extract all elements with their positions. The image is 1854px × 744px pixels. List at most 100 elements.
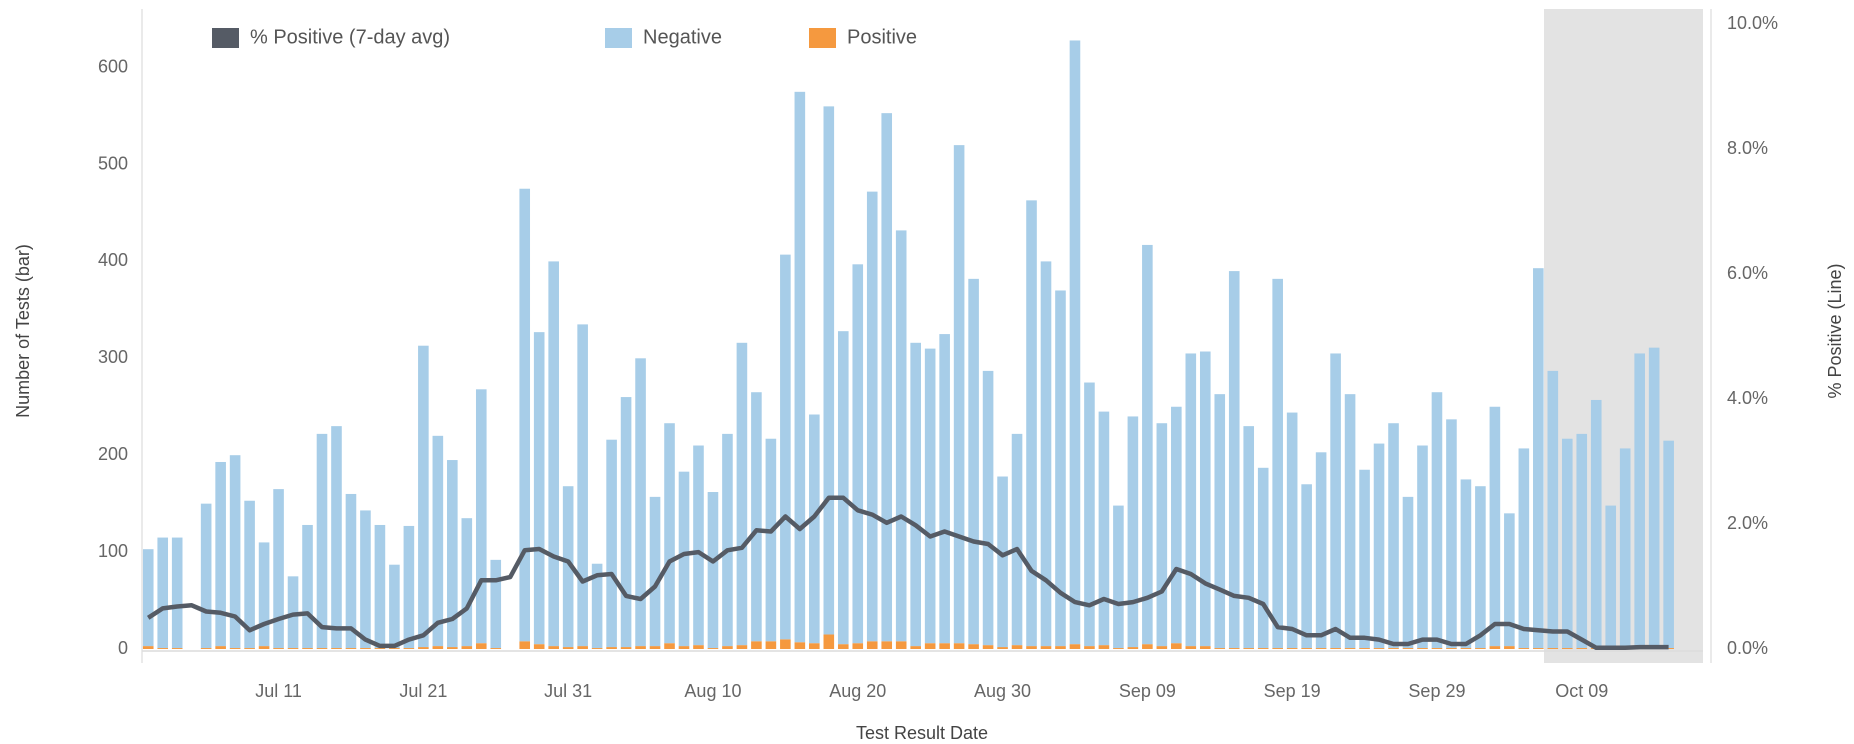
bar <box>1228 271 1240 649</box>
bar <box>447 460 458 648</box>
bar <box>736 645 748 649</box>
bar <box>302 648 313 649</box>
bar <box>809 414 820 644</box>
bar <box>1214 394 1226 649</box>
bar <box>258 646 270 649</box>
bar <box>1243 648 1255 649</box>
bar <box>461 518 473 647</box>
bar <box>664 423 675 644</box>
bar <box>1330 648 1341 649</box>
bar <box>1533 268 1544 649</box>
bar <box>1475 648 1486 649</box>
bar <box>316 433 328 649</box>
y2-tick-label: 10.0% <box>1727 13 1778 33</box>
bar <box>968 278 979 645</box>
bar <box>1663 648 1674 649</box>
bar <box>418 647 429 649</box>
bar <box>1286 412 1298 649</box>
bar <box>1344 648 1356 649</box>
bar <box>302 524 313 649</box>
bar <box>1069 644 1081 649</box>
bar <box>910 342 921 647</box>
bar <box>475 643 487 649</box>
bar <box>1619 448 1631 649</box>
bar <box>389 564 400 649</box>
bar <box>924 348 936 644</box>
bar <box>1228 648 1240 649</box>
bar <box>287 648 299 649</box>
bar <box>244 500 255 649</box>
bar <box>1040 261 1052 647</box>
bar <box>1055 646 1066 649</box>
bar <box>1286 648 1298 649</box>
bar <box>200 503 212 649</box>
x-tick-label: Sep 19 <box>1264 681 1321 701</box>
bar <box>389 648 400 649</box>
bar <box>939 334 950 644</box>
bar <box>606 439 617 648</box>
bar <box>273 648 284 649</box>
bar <box>1185 353 1197 647</box>
y2-tick-label: 0.0% <box>1727 638 1768 658</box>
bar <box>1040 646 1052 649</box>
bar <box>1301 648 1312 649</box>
bar <box>953 643 965 649</box>
x-tick-label: Sep 09 <box>1119 681 1176 701</box>
bar <box>258 542 270 647</box>
bar <box>475 389 487 644</box>
bar <box>591 648 603 649</box>
bar <box>1561 438 1573 649</box>
bar <box>1489 646 1501 649</box>
bar <box>1446 648 1457 649</box>
bar <box>432 435 444 647</box>
bar <box>1272 278 1283 649</box>
bar <box>1199 351 1211 647</box>
x-tick-label: Jul 21 <box>399 681 447 701</box>
bar <box>953 145 965 644</box>
bar <box>664 643 675 649</box>
bar <box>591 563 603 649</box>
bar <box>751 641 762 649</box>
bar <box>1098 411 1110 646</box>
bar <box>142 549 154 647</box>
bar <box>765 438 777 642</box>
bar <box>1475 486 1486 649</box>
bar <box>852 264 864 644</box>
x-tick-label: Jul 31 <box>544 681 592 701</box>
bar <box>1547 370 1559 649</box>
bar <box>229 455 241 649</box>
bar <box>345 493 357 649</box>
y-tick-label: 200 <box>98 444 128 464</box>
bar <box>447 647 458 649</box>
bar <box>171 537 183 649</box>
bar <box>432 646 444 649</box>
bar <box>1417 648 1428 649</box>
bar <box>316 648 328 649</box>
bar <box>693 445 704 646</box>
legend-swatch <box>212 28 239 48</box>
bar <box>360 510 371 649</box>
bar <box>982 370 994 646</box>
bar <box>142 646 154 649</box>
bar <box>1011 433 1023 646</box>
bar <box>1663 440 1674 649</box>
bar <box>200 648 212 649</box>
bar <box>1113 505 1124 649</box>
bar <box>1431 392 1443 649</box>
bar <box>1113 648 1124 649</box>
legend-label: Positive <box>847 26 917 48</box>
bar <box>273 489 284 649</box>
bar <box>852 643 864 649</box>
bar <box>1388 648 1399 649</box>
bar <box>866 641 878 649</box>
bar <box>533 644 545 649</box>
bar <box>562 647 574 649</box>
bar <box>490 648 502 649</box>
bar <box>331 648 342 649</box>
bar <box>780 254 791 640</box>
bar <box>403 525 415 649</box>
bar <box>649 496 661 647</box>
x-tick-label: Aug 10 <box>684 681 741 701</box>
bar <box>533 332 545 645</box>
bar <box>1590 399 1602 649</box>
